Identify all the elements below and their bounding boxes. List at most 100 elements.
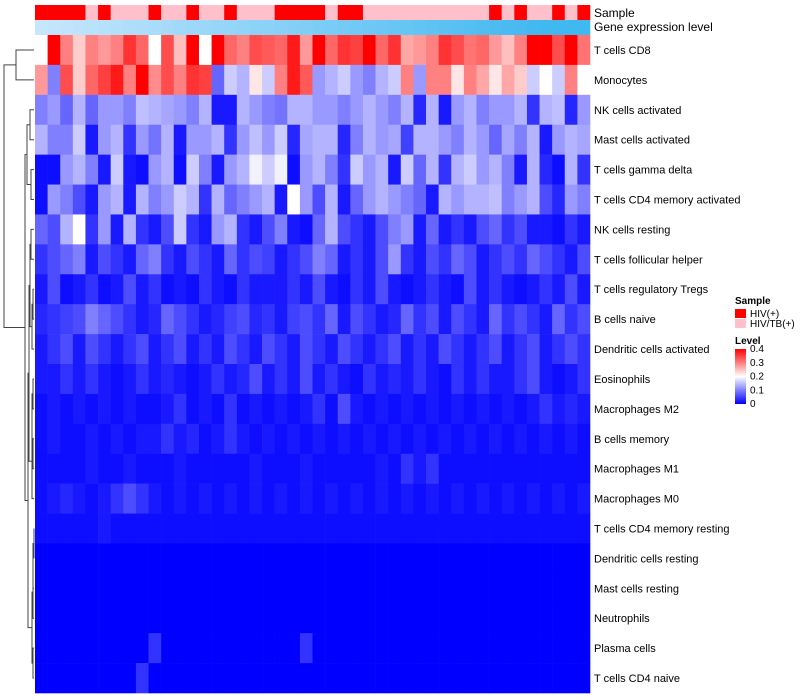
heatmap-cells: [35, 35, 591, 694]
heatmap-cell: [451, 423, 465, 455]
heatmap-cell: [35, 543, 48, 574]
heatmap-cell: [438, 603, 452, 634]
row-label: Eosinophils: [594, 374, 651, 386]
heatmap-cell: [526, 244, 540, 275]
heatmap-cell: [98, 334, 111, 365]
heatmap-cell: [337, 453, 351, 484]
heatmap-cell: [161, 573, 175, 604]
heatmap-cell: [312, 364, 326, 395]
heatmap-cell: [173, 393, 187, 425]
heatmap-cell: [400, 603, 414, 634]
heatmap-cell: [148, 64, 162, 96]
heatmap-cell: [249, 513, 263, 544]
heatmap-cell: [287, 304, 301, 335]
expression-cell: [123, 20, 137, 35]
heatmap-cell: [413, 304, 427, 335]
sample-cell: [438, 5, 452, 20]
heatmap-cell: [161, 184, 175, 215]
heatmap-cell: [236, 453, 250, 484]
heatmap-cell: [72, 423, 86, 455]
heatmap-cell: [135, 453, 149, 484]
heatmap-cell: [526, 274, 540, 305]
heatmap-cell: [438, 124, 452, 155]
heatmap-cell: [400, 423, 414, 455]
heatmap-cell: [98, 453, 111, 484]
heatmap-cell: [224, 393, 238, 425]
heatmap-cell: [274, 573, 288, 604]
heatmap-cell: [262, 154, 275, 185]
heatmap-cell: [577, 393, 591, 425]
heatmap-cell: [501, 633, 515, 664]
heatmap-cell: [388, 603, 402, 634]
heatmap-cell: [337, 423, 351, 455]
heatmap-cell: [400, 274, 414, 305]
heatmap-cell: [35, 513, 48, 544]
heatmap-cell: [451, 364, 465, 395]
heatmap-cell: [426, 244, 439, 275]
heatmap-cell: [350, 94, 364, 126]
heatmap-cell: [274, 453, 288, 484]
sample-cell: [287, 5, 301, 20]
row-label: Macrophages M1: [594, 464, 679, 476]
heatmap-cell: [35, 603, 48, 634]
heatmap-cell: [501, 513, 515, 544]
heatmap-cell: [110, 35, 124, 66]
sample-cell: [47, 5, 61, 20]
heatmap-cell: [249, 603, 263, 634]
heatmap-cell: [501, 244, 515, 275]
heatmap-cell: [514, 334, 528, 365]
heatmap-cell: [413, 35, 427, 66]
heatmap-cell: [438, 64, 452, 96]
heatmap-cell: [312, 184, 326, 215]
heatmap-cell: [211, 603, 225, 634]
heatmap-cell: [148, 35, 162, 66]
sample-cell: [236, 5, 250, 20]
heatmap-cell: [161, 513, 175, 544]
heatmap-cell: [224, 214, 238, 245]
heatmap-cell: [539, 393, 553, 425]
expression-cell: [337, 20, 351, 35]
heatmap-cell: [451, 35, 465, 66]
heatmap-cell: [161, 304, 175, 335]
heatmap-cell: [35, 663, 48, 694]
expression-cell: [186, 20, 200, 35]
heatmap-cell: [426, 573, 439, 604]
heatmap-cell: [173, 543, 187, 574]
heatmap-cell: [489, 244, 502, 275]
heatmap-cell: [135, 244, 149, 275]
heatmap-cell: [463, 94, 477, 126]
heatmap-cell: [35, 453, 48, 484]
heatmap-cell: [262, 304, 275, 335]
heatmap-cell: [476, 364, 490, 395]
heatmap-cell: [299, 603, 313, 634]
heatmap-cell: [110, 184, 124, 215]
heatmap-cell: [451, 214, 465, 245]
heatmap-cell: [198, 393, 212, 425]
heatmap-cell: [388, 453, 402, 484]
heatmap-cell: [211, 94, 225, 126]
heatmap-cell: [413, 94, 427, 126]
heatmap-cell: [110, 214, 124, 245]
heatmap-cell: [186, 35, 200, 66]
heatmap-cell: [489, 423, 502, 455]
heatmap-cell: [211, 513, 225, 544]
heatmap-cell: [400, 393, 414, 425]
heatmap-cell: [287, 244, 301, 275]
heatmap-cell: [501, 94, 515, 126]
heatmap-cell: [123, 364, 137, 395]
heatmap-cell: [186, 64, 200, 96]
heatmap-cell: [274, 35, 288, 66]
heatmap-cell: [161, 633, 175, 664]
heatmap-cell: [564, 453, 578, 484]
heatmap-cell: [426, 124, 439, 155]
heatmap-cell: [325, 244, 339, 275]
heatmap-cell: [375, 244, 389, 275]
heatmap-cell: [274, 184, 288, 215]
heatmap-cell: [236, 393, 250, 425]
heatmap-cell: [325, 334, 339, 365]
heatmap-cell: [287, 573, 301, 604]
heatmap-cell: [539, 304, 553, 335]
heatmap-cell: [236, 304, 250, 335]
heatmap-cell: [362, 483, 376, 514]
heatmap-cell: [501, 304, 515, 335]
